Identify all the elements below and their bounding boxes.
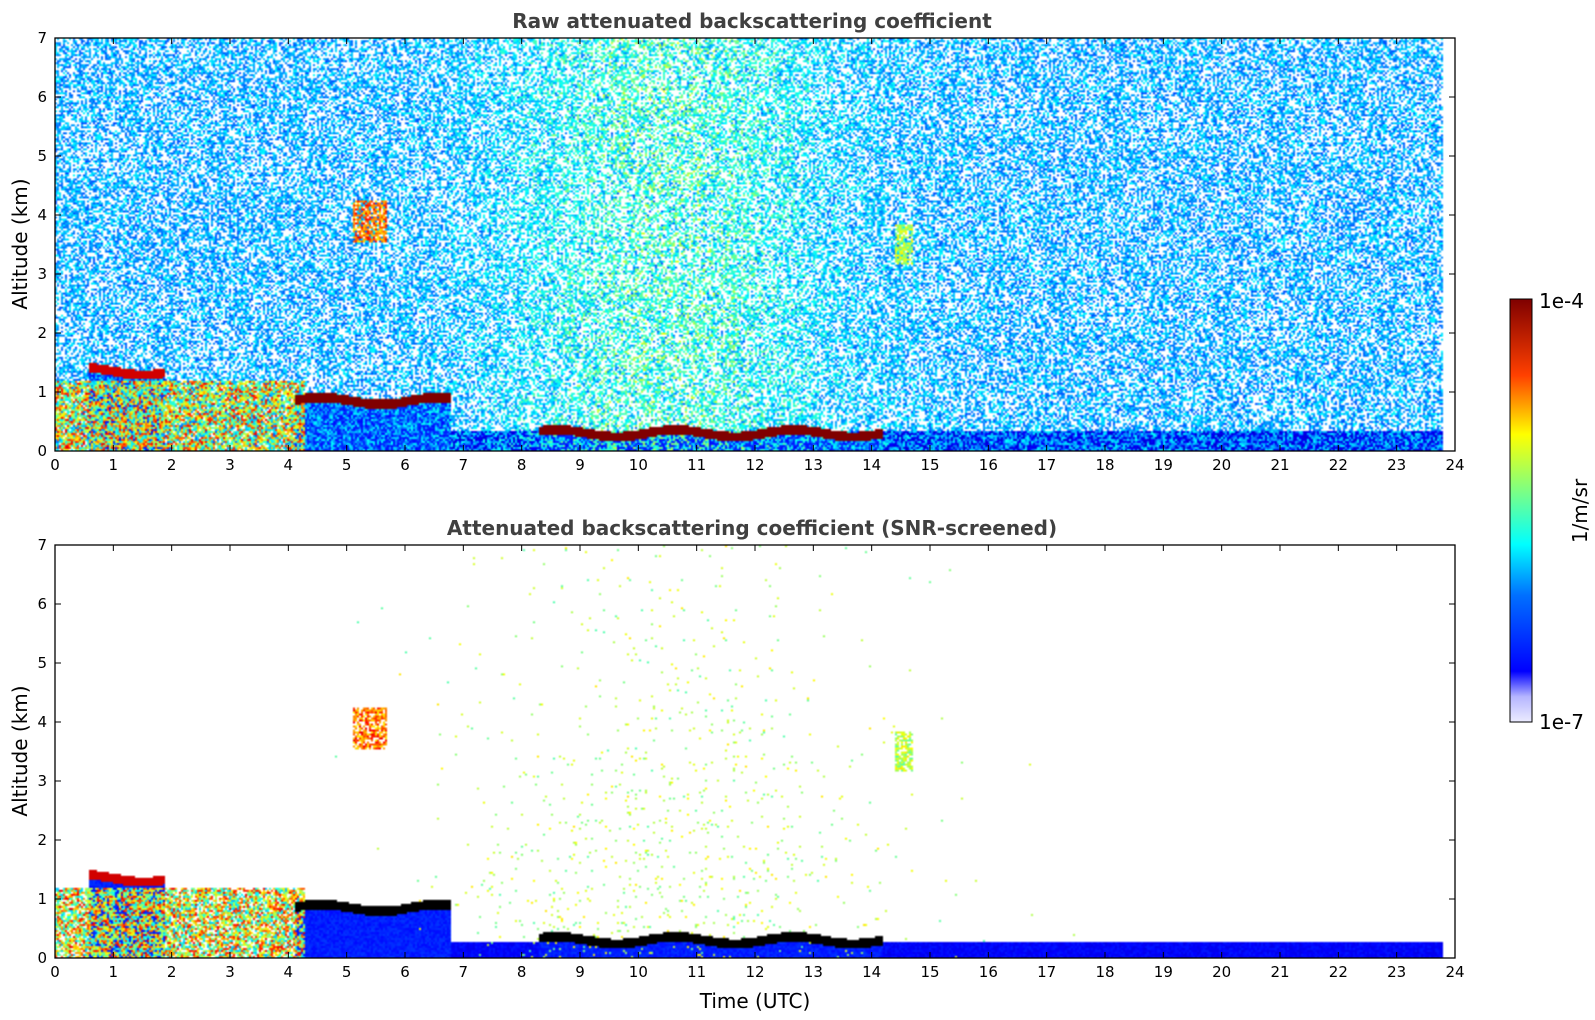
panel-raw-y-label: Altitude (km) — [8, 178, 32, 309]
x-tick-label: 24 — [1445, 456, 1464, 474]
panel-screened-y-label: Altitude (km) — [8, 685, 32, 816]
x-tick-label: 24 — [1445, 963, 1464, 981]
y-tick-label: 1 — [37, 890, 47, 908]
panel-screened-x-ticks: 0 1 2 3 4 5 6 7 8 9 10 11 12 13 14 15 16 17 18 19 20 21 22 23 24 — [50, 545, 1465, 981]
x-tick-label: 18 — [1095, 456, 1114, 474]
x-tick-label: 0 — [50, 963, 60, 981]
x-tick-label: 21 — [1270, 963, 1289, 981]
colorbar: 1e-4 1e-7 1/m/sr — [1509, 289, 1592, 734]
x-tick-label: 15 — [920, 963, 939, 981]
x-tick-label: 16 — [979, 456, 998, 474]
x-tick-label: 17 — [1037, 456, 1056, 474]
y-tick-label: 6 — [37, 88, 47, 106]
x-tick-label: 23 — [1387, 963, 1406, 981]
x-tick-label: 4 — [284, 963, 294, 981]
x-tick-label: 19 — [1154, 456, 1173, 474]
x-axis-label: Time (UTC) — [699, 989, 811, 1013]
y-tick-label: 5 — [37, 147, 47, 165]
x-tick-label: 7 — [459, 963, 469, 981]
x-tick-label: 22 — [1329, 456, 1348, 474]
x-tick-label: 11 — [687, 963, 706, 981]
x-tick-label: 2 — [167, 456, 177, 474]
x-tick-label: 5 — [342, 963, 352, 981]
x-tick-label: 20 — [1212, 963, 1231, 981]
y-tick-label: 7 — [37, 536, 47, 554]
x-tick-label: 1 — [109, 456, 119, 474]
x-tick-label: 4 — [284, 456, 294, 474]
y-tick-label: 5 — [37, 654, 47, 672]
panel-raw-title: Raw attenuated backscattering coefficien… — [512, 9, 992, 33]
x-tick-label: 23 — [1387, 456, 1406, 474]
x-tick-label: 3 — [225, 456, 235, 474]
x-tick-label: 14 — [862, 963, 881, 981]
x-tick-label: 15 — [920, 456, 939, 474]
x-tick-label: 16 — [979, 963, 998, 981]
x-tick-label: 19 — [1154, 963, 1173, 981]
x-tick-label: 9 — [575, 963, 585, 981]
y-tick-label: 7 — [37, 29, 47, 47]
x-tick-label: 8 — [517, 456, 527, 474]
panel-raw-heatmap — [55, 38, 1455, 451]
x-tick-label: 22 — [1329, 963, 1348, 981]
x-tick-label: 13 — [804, 963, 823, 981]
colorbar-max-label: 1e-4 — [1539, 289, 1584, 313]
panel-screened-heatmap — [55, 545, 1455, 958]
x-tick-label: 6 — [400, 456, 410, 474]
x-tick-label: 2 — [167, 963, 177, 981]
x-tick-label: 13 — [804, 456, 823, 474]
y-tick-label: 0 — [37, 442, 47, 460]
x-tick-label: 5 — [342, 456, 352, 474]
colorbar-min-label: 1e-7 — [1539, 710, 1584, 734]
x-tick-label: 1 — [109, 963, 119, 981]
x-tick-label: 18 — [1095, 963, 1114, 981]
x-tick-label: 10 — [629, 963, 648, 981]
x-tick-label: 3 — [225, 963, 235, 981]
panel-raw-x-ticks: 0 1 2 3 4 5 6 7 8 9 10 11 12 13 14 15 16 17 18 19 20 21 22 23 24 — [50, 38, 1465, 474]
colorbar-gradient — [1509, 298, 1533, 723]
panel-screened-title: Attenuated backscattering coefficient (S… — [447, 516, 1057, 540]
x-tick-label: 12 — [745, 963, 764, 981]
y-tick-label: 6 — [37, 595, 47, 613]
y-tick-label: 2 — [37, 324, 47, 342]
panel-screened: Attenuated backscattering coefficient (S… — [8, 516, 1465, 1013]
x-tick-label: 9 — [575, 456, 585, 474]
x-tick-label: 8 — [517, 963, 527, 981]
x-tick-label: 14 — [862, 456, 881, 474]
x-tick-label: 10 — [629, 456, 648, 474]
x-tick-label: 0 — [50, 456, 60, 474]
y-tick-label: 1 — [37, 383, 47, 401]
y-tick-label: 0 — [37, 949, 47, 967]
x-tick-label: 20 — [1212, 456, 1231, 474]
panel-raw: Raw attenuated backscattering coefficien… — [8, 9, 1465, 474]
x-tick-label: 7 — [459, 456, 469, 474]
y-tick-label: 4 — [37, 713, 47, 731]
x-tick-label: 12 — [745, 456, 764, 474]
y-tick-label: 4 — [37, 206, 47, 224]
x-tick-label: 17 — [1037, 963, 1056, 981]
y-tick-label: 2 — [37, 831, 47, 849]
panel-raw-y-ticks: 0 1 2 3 4 5 6 7 — [37, 29, 1455, 460]
panel-screened-y-ticks: 0 1 2 3 4 5 6 7 — [37, 536, 1455, 967]
x-tick-label: 6 — [400, 963, 410, 981]
y-tick-label: 3 — [37, 772, 47, 790]
x-tick-label: 11 — [687, 456, 706, 474]
colorbar-unit-label: 1/m/sr — [1568, 478, 1592, 543]
x-tick-label: 21 — [1270, 456, 1289, 474]
y-tick-label: 3 — [37, 265, 47, 283]
